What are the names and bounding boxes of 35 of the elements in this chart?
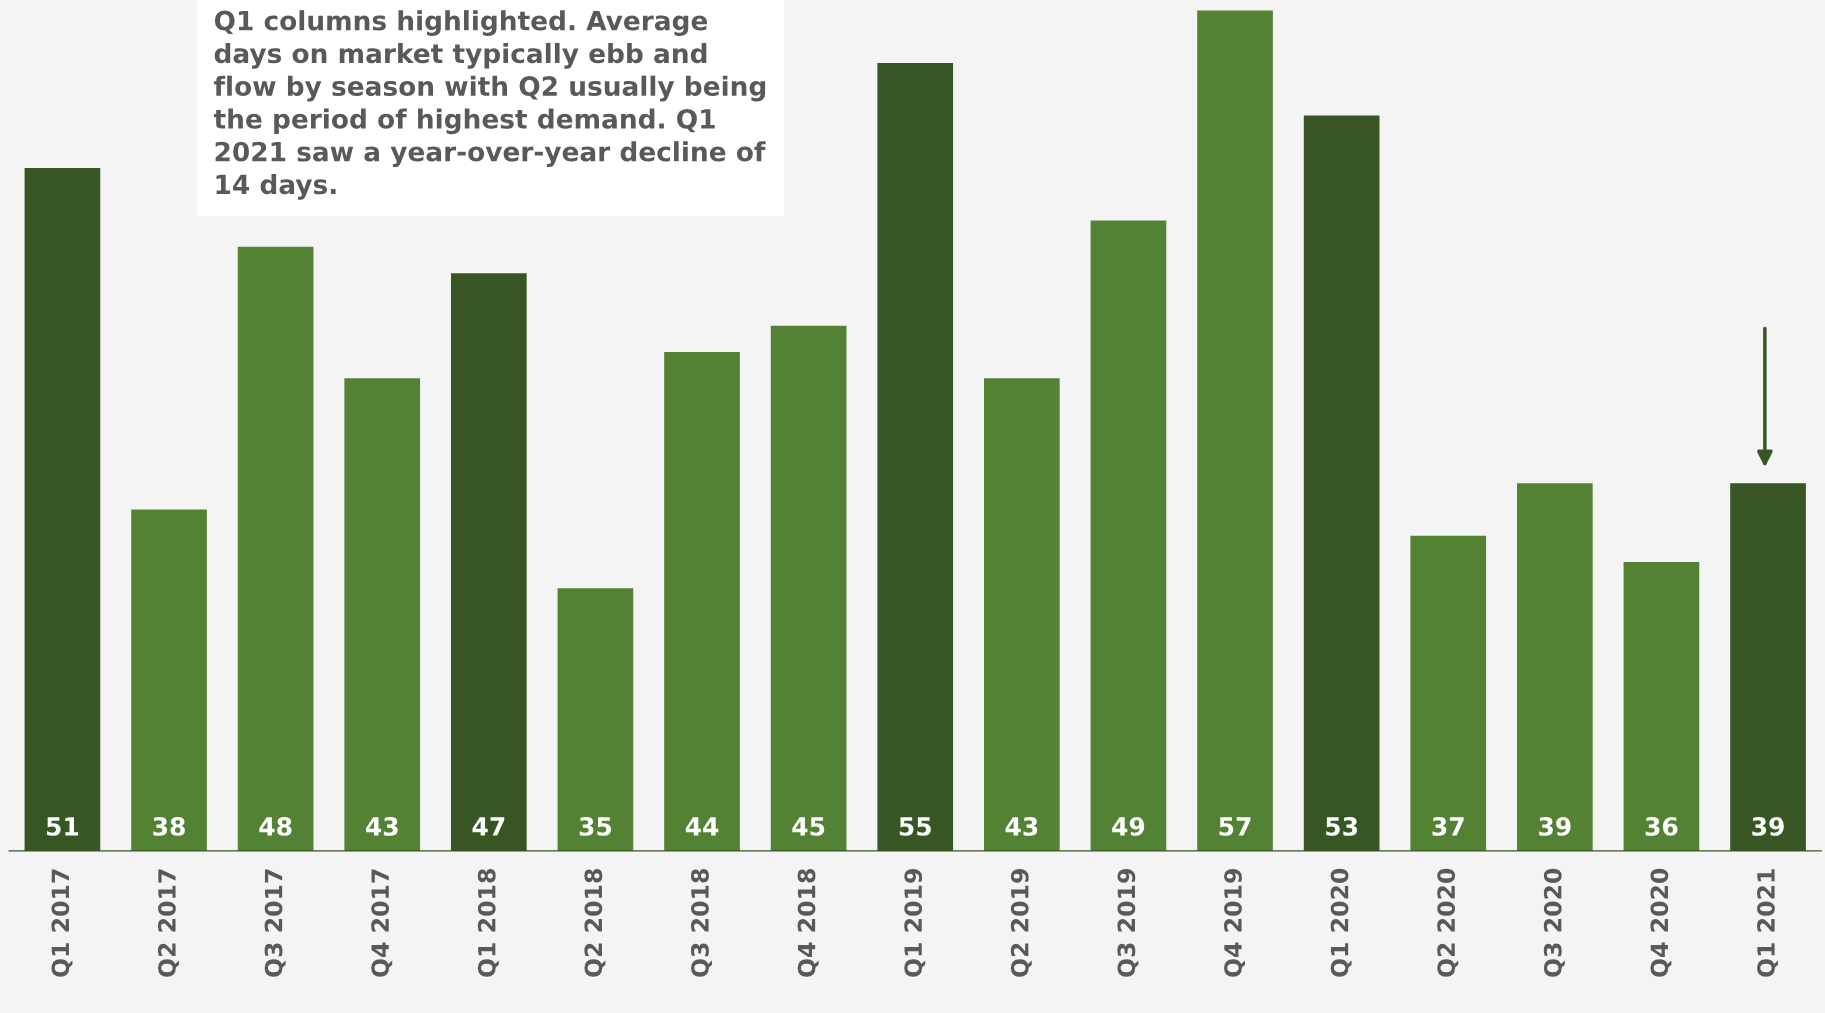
data-label: 38 (153, 816, 185, 836)
data-label: 57 (1219, 817, 1251, 836)
x-tick-label: Q1 2017 (51, 869, 73, 977)
data-label: 45 (792, 817, 825, 836)
data-label: 39 (1539, 816, 1571, 836)
x-tick-label: Q3 2018 (691, 869, 712, 977)
data-label: 39 (1752, 816, 1784, 836)
x-tick-label: Q3 2019 (1117, 869, 1139, 977)
x-tick-label: Q4 2018 (797, 869, 819, 977)
annotation: Q1 columns highlighted. Average days on market typically ebb and flow by season with Q2 usually being the period of highest demand. Q1 2021 saw a year-over-year decline of 14 days. (213, 10, 766, 200)
data-label: 43 (1005, 816, 1038, 836)
x-tick-label: Q4 2020 (1650, 868, 1672, 977)
x-tick-label: Q1 2019 (904, 869, 926, 977)
data-label: 35 (579, 816, 612, 836)
x-tick-label: Q3 2020 (1543, 868, 1565, 977)
x-tick-label: Q2 2020 (1437, 868, 1459, 977)
x-tick-label: Q4 2019 (1224, 869, 1245, 977)
x-tick-label: Q1 2021 (1757, 869, 1779, 977)
x-tick-label: Q2 2019 (1010, 869, 1032, 977)
x-tick-label: Q1 2020 (1330, 868, 1352, 977)
x-tick-label: Q1 2018 (477, 869, 499, 977)
data-label: 43 (365, 816, 398, 836)
data-label: 47 (472, 817, 505, 836)
data-label: 53 (1326, 816, 1358, 836)
data-label: 37 (1432, 816, 1464, 836)
data-label: 51 (46, 817, 79, 836)
x-tick-label: Q3 2017 (264, 869, 286, 977)
data-label: 48 (259, 816, 292, 836)
x-tick-label: Q2 2017 (158, 869, 179, 977)
x-tick-label: Q4 2017 (371, 869, 393, 977)
data-label: 55 (899, 817, 931, 836)
data-label: 49 (1112, 816, 1145, 836)
x-tick-label: Q2 2018 (584, 869, 606, 977)
data-label: 44 (685, 817, 719, 836)
data-label: 36 (1645, 816, 1678, 836)
